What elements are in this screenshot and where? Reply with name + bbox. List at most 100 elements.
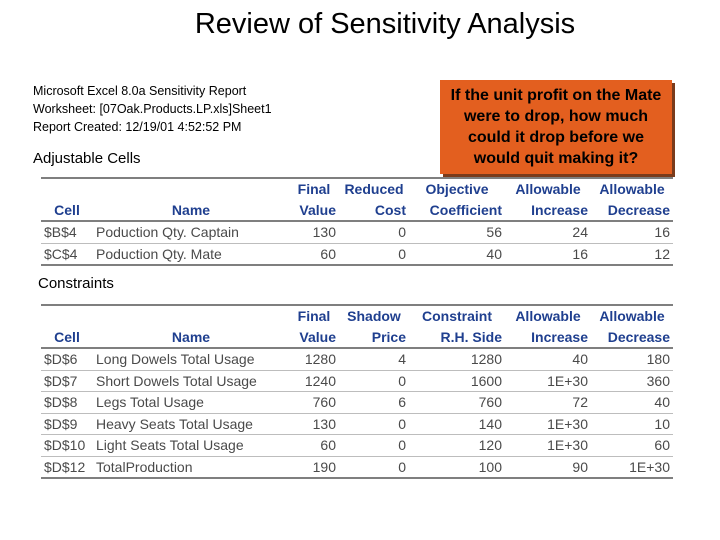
- adjustable-cells-table: Final Reduced Objective Allowable Allowa…: [41, 177, 673, 266]
- callout-text: If the unit profit on the Mate were to d…: [450, 87, 662, 167]
- cell-ref: $D$6: [41, 348, 93, 371]
- header-cell: Price: [339, 326, 409, 349]
- table-row: $D$12 TotalProduction 190 0 100 90 1E+30: [41, 456, 673, 479]
- header-cell: Cost: [339, 199, 409, 222]
- header-cell: Name: [93, 326, 289, 349]
- header-cell: Constraint: [409, 304, 505, 327]
- cell-name: Poduction Qty. Mate: [93, 243, 289, 266]
- table-row: $D$10 Light Seats Total Usage 60 0 120 1…: [41, 434, 673, 457]
- table-row: $D$6 Long Dowels Total Usage 1280 4 1280…: [41, 348, 673, 371]
- cell-value: 1E+30: [505, 434, 591, 457]
- cell-ref: $B$4: [41, 221, 93, 244]
- cell-value: 190: [289, 456, 339, 479]
- page-title: Review of Sensitivity Analysis: [0, 4, 720, 44]
- cell-value: 760: [409, 391, 505, 414]
- cell-name: Heavy Seats Total Usage: [93, 413, 289, 435]
- cell-value: 0: [339, 370, 409, 392]
- header-cell: Allowable: [591, 177, 673, 200]
- cell-value: 0: [339, 413, 409, 435]
- cell-value: 180: [591, 348, 673, 371]
- cell-value: 4: [339, 348, 409, 371]
- header-cell: Value: [289, 199, 339, 222]
- header-cell: [93, 304, 289, 327]
- cell-value: 130: [289, 221, 339, 244]
- cell-value: 1240: [289, 370, 339, 392]
- table-row: $D$9 Heavy Seats Total Usage 130 0 140 1…: [41, 413, 673, 435]
- report-line-created: Report Created: 12/19/01 4:52:52 PM: [33, 120, 242, 134]
- report-line-software: Microsoft Excel 8.0a Sensitivity Report: [33, 84, 247, 98]
- cell-value: 60: [591, 434, 673, 457]
- header-cell: Increase: [505, 199, 591, 222]
- cell-ref: $D$10: [41, 434, 93, 457]
- header-cell: Reduced: [339, 177, 409, 200]
- header-cell: Objective: [409, 177, 505, 200]
- cell-value: 12: [591, 243, 673, 266]
- cell-name: TotalProduction: [93, 456, 289, 479]
- header-cell: Increase: [505, 326, 591, 349]
- cell-value: 1280: [409, 348, 505, 371]
- cell-name: Light Seats Total Usage: [93, 434, 289, 457]
- cell-value: 0: [339, 456, 409, 479]
- header-cell: Cell: [41, 199, 93, 222]
- cell-ref: $D$9: [41, 413, 93, 435]
- cell-ref: $D$8: [41, 391, 93, 414]
- cell-value: 130: [289, 413, 339, 435]
- table-row: $B$4 Poduction Qty. Captain 130 0 56 24 …: [41, 221, 673, 244]
- cell-value: 0: [339, 243, 409, 266]
- cell-value: 40: [409, 243, 505, 266]
- header-cell: Decrease: [591, 326, 673, 349]
- cell-value: 1E+30: [591, 456, 673, 479]
- cell-value: 140: [409, 413, 505, 435]
- constraints-table: Final Shadow Constraint Allowable Allowa…: [41, 304, 673, 479]
- cell-value: 1E+30: [505, 413, 591, 435]
- report-line-worksheet: Worksheet: [07Oak.Products.LP.xls]Sheet1: [33, 102, 272, 116]
- report-info: Microsoft Excel 8.0a Sensitivity Report …: [33, 82, 272, 136]
- header-cell: Decrease: [591, 199, 673, 222]
- header-cell: R.H. Side: [409, 326, 505, 349]
- cell-value: 1E+30: [505, 370, 591, 392]
- cell-name: Legs Total Usage: [93, 391, 289, 414]
- table-row: $D$7 Short Dowels Total Usage 1240 0 160…: [41, 370, 673, 392]
- cell-name: Long Dowels Total Usage: [93, 348, 289, 371]
- adjustable-cells-label: Adjustable Cells: [33, 150, 141, 167]
- cell-name: Poduction Qty. Captain: [93, 221, 289, 244]
- question-callout: If the unit profit on the Mate were to d…: [440, 80, 672, 174]
- cell-value: 100: [409, 456, 505, 479]
- table-row: $D$8 Legs Total Usage 760 6 760 72 40: [41, 391, 673, 414]
- header-cell: [41, 304, 93, 327]
- header-cell: Cell: [41, 326, 93, 349]
- cell-value: 40: [591, 391, 673, 414]
- cell-value: 1280: [289, 348, 339, 371]
- header-cell: Value: [289, 326, 339, 349]
- header-cell: [41, 177, 93, 200]
- cell-value: 16: [591, 221, 673, 244]
- table-row: $C$4 Poduction Qty. Mate 60 0 40 16 12: [41, 243, 673, 266]
- cell-value: 1600: [409, 370, 505, 392]
- header-cell: Coefficient: [409, 199, 505, 222]
- header-cell: Allowable: [505, 304, 591, 327]
- cell-value: 120: [409, 434, 505, 457]
- header-cell: Shadow: [339, 304, 409, 327]
- page-title-text: Review of Sensitivity Analysis: [194, 8, 576, 40]
- cell-value: 60: [289, 243, 339, 266]
- cell-value: 72: [505, 391, 591, 414]
- header-cell: Allowable: [505, 177, 591, 200]
- cell-ref: $C$4: [41, 243, 93, 266]
- header-cell: Allowable: [591, 304, 673, 327]
- cell-value: 56: [409, 221, 505, 244]
- cell-value: 24: [505, 221, 591, 244]
- header-cell: Name: [93, 199, 289, 222]
- header-cell: Final: [289, 304, 339, 327]
- cell-value: 0: [339, 221, 409, 244]
- cell-value: 16: [505, 243, 591, 266]
- cell-value: 360: [591, 370, 673, 392]
- cell-name: Short Dowels Total Usage: [93, 370, 289, 392]
- cell-value: 6: [339, 391, 409, 414]
- constraints-label: Constraints: [38, 275, 114, 292]
- header-cell: [93, 177, 289, 200]
- cell-value: 760: [289, 391, 339, 414]
- cell-ref: $D$12: [41, 456, 93, 479]
- cell-value: 90: [505, 456, 591, 479]
- header-cell: Final: [289, 177, 339, 200]
- cell-ref: $D$7: [41, 370, 93, 392]
